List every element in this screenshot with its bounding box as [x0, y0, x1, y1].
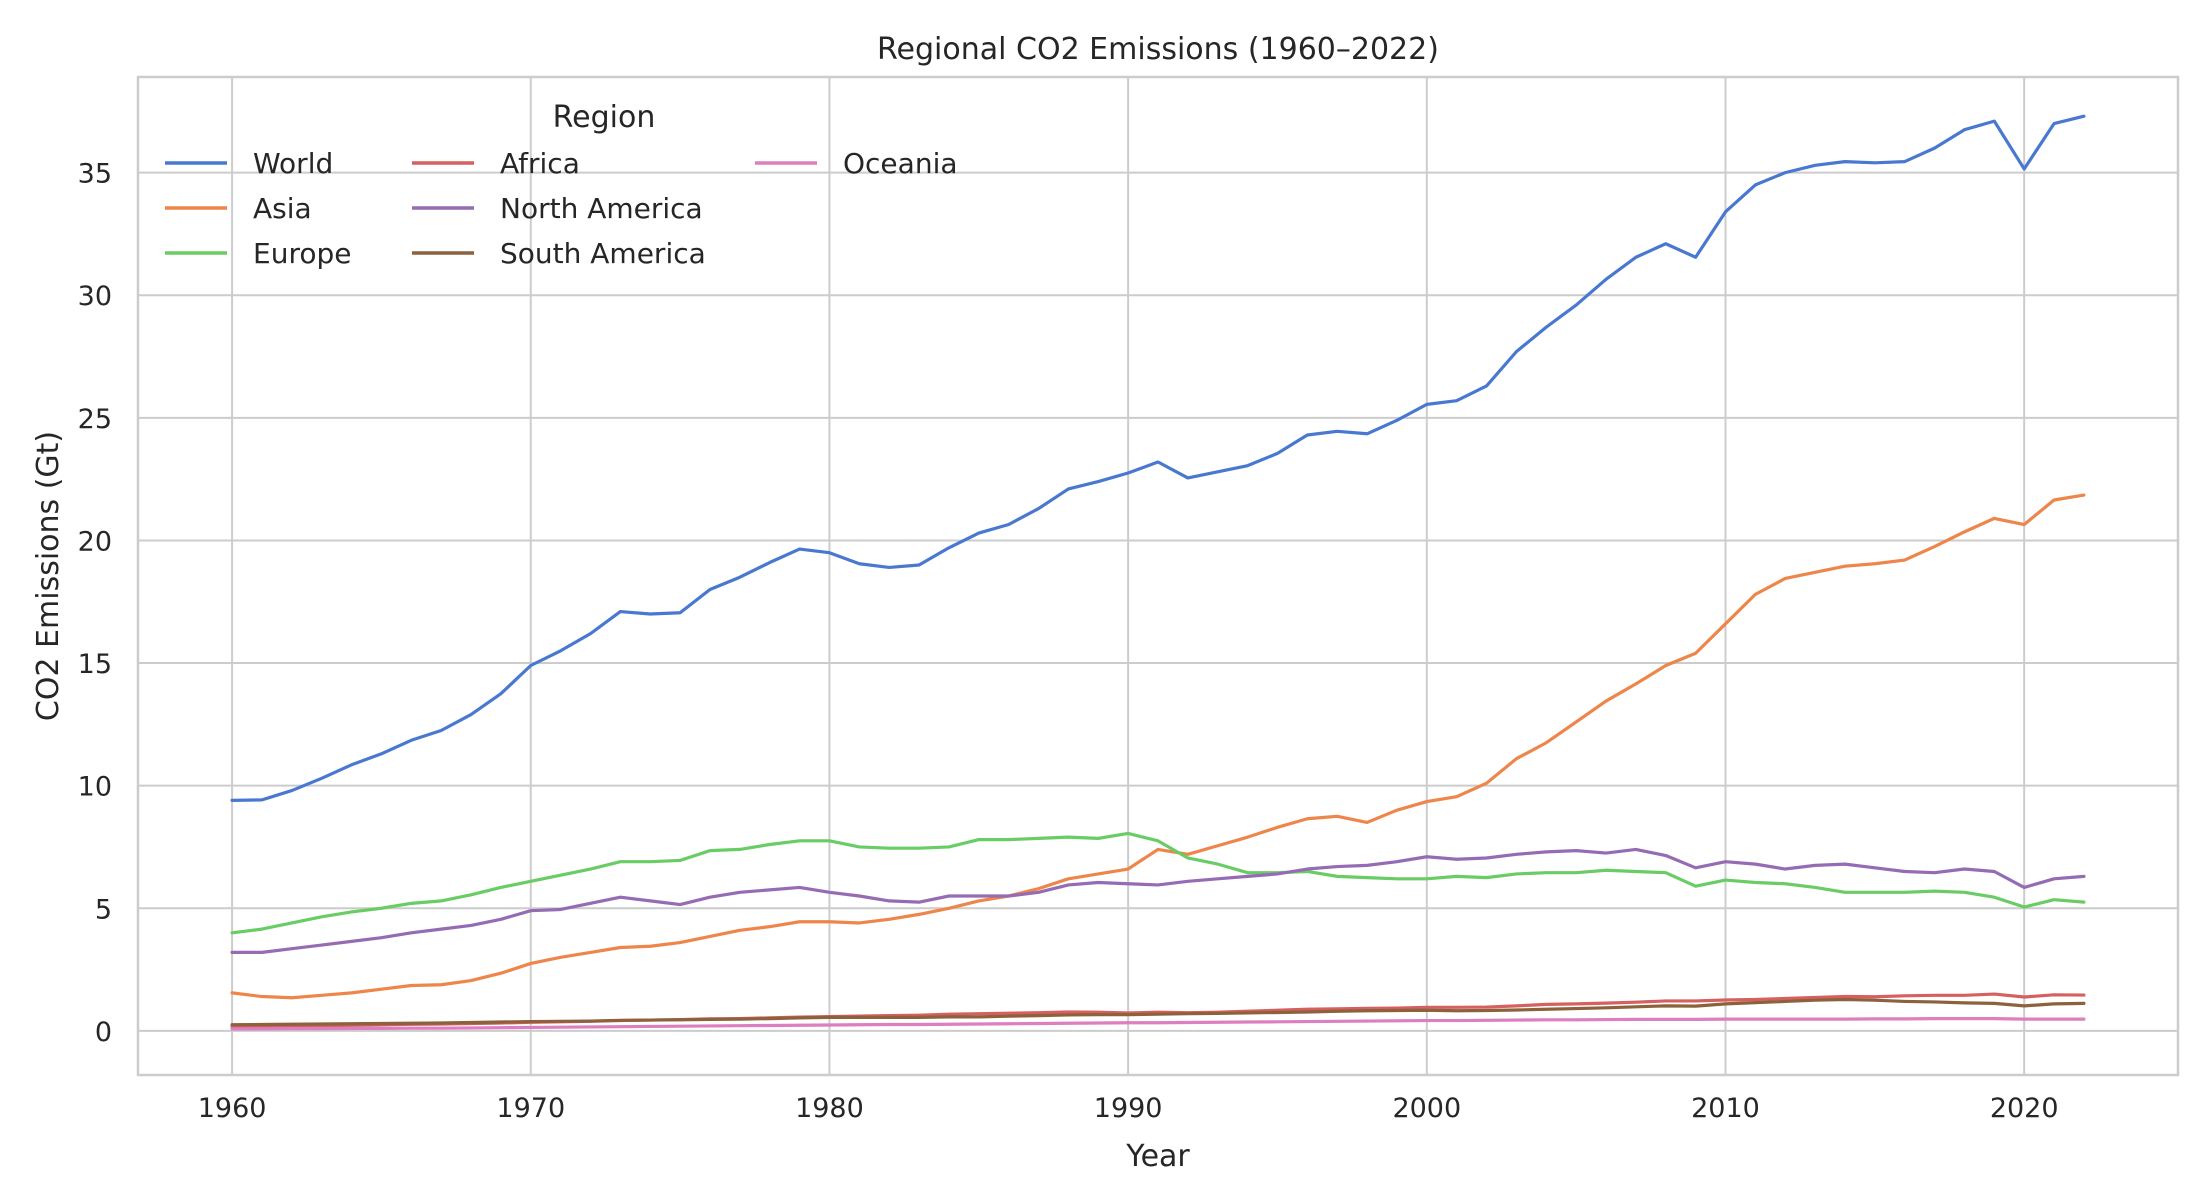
y-tick-label: 0 — [95, 1017, 112, 1048]
series-line-world — [230, 114, 2086, 802]
legend-label-north-america: North America — [500, 192, 703, 225]
x-tick-label: 2020 — [1990, 1093, 2059, 1124]
legend-label-oceania: Oceania — [843, 147, 958, 180]
grid-lines — [138, 77, 2178, 1075]
series-line-north-america — [230, 847, 2086, 954]
series-line-south-america — [230, 997, 2086, 1027]
x-tick-label: 1980 — [795, 1093, 864, 1124]
x-tick-label: 2010 — [1691, 1093, 1760, 1124]
y-tick-label: 30 — [78, 281, 112, 312]
series-line-oceania — [230, 1017, 2086, 1031]
x-tick-label: 1960 — [198, 1093, 267, 1124]
y-tick-label: 5 — [95, 894, 112, 925]
series-line-europe — [230, 831, 2086, 935]
x-axis-title: Year — [1125, 1139, 1190, 1174]
y-axis-title: CO2 Emissions (Gt) — [31, 431, 66, 721]
x-tick-label: 2000 — [1392, 1093, 1461, 1124]
y-tick-label: 20 — [78, 526, 112, 557]
y-tick-label: 10 — [78, 772, 112, 803]
chart-title: Regional CO2 Emissions (1960–2022) — [877, 32, 1439, 67]
x-tick-label: 1990 — [1094, 1093, 1163, 1124]
legend-label-south-america: South America — [500, 237, 706, 270]
y-tick-label: 15 — [78, 649, 112, 680]
legend-label-asia: Asia — [253, 192, 312, 225]
legend-label-world: World — [253, 147, 333, 180]
series-lines — [230, 114, 2086, 1031]
tick-labels: 1960 1970 1980 1990 2000 2010 2020 0 5 10 15 20 25 30… — [78, 159, 2059, 1124]
y-tick-label: 25 — [78, 404, 112, 435]
plot-frame — [136, 75, 2180, 1077]
legend-label-europe: Europe — [253, 237, 351, 270]
series-line-asia — [230, 493, 2086, 1000]
legend: Region World Asia Europe Africa North Americ… — [165, 100, 958, 270]
legend-label-africa: Africa — [500, 147, 580, 180]
x-tick-label: 1970 — [496, 1093, 565, 1124]
legend-title: Region — [553, 100, 656, 135]
y-tick-label: 35 — [78, 159, 112, 190]
